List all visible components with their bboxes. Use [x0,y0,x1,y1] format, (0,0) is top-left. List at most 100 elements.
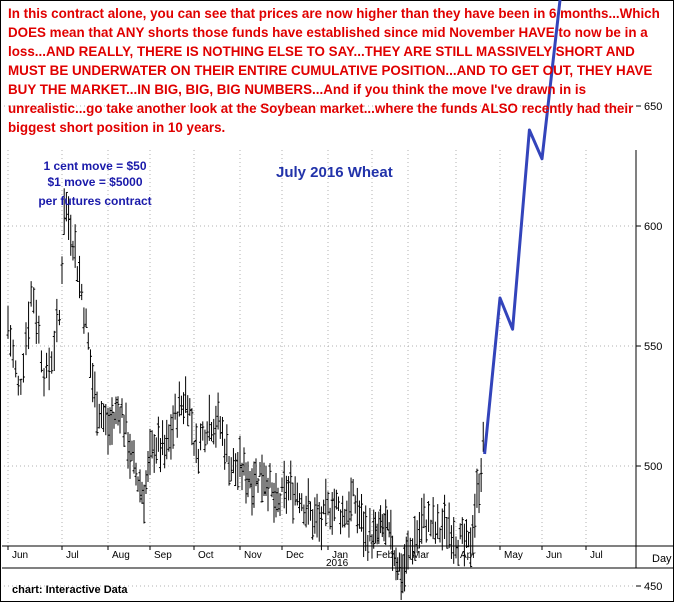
price-bar [417,511,421,549]
price-bar [341,495,345,528]
price-bar [231,448,235,474]
price-bar [258,461,262,477]
price-bar [190,408,194,446]
price-bar [293,476,297,506]
price-bar [116,396,120,426]
price-bar [387,522,391,538]
price-bar [266,477,270,512]
price-bar [302,504,306,525]
price-bar [75,266,79,282]
price-bar [366,534,370,561]
price-bar [146,451,150,482]
price-bar [276,487,280,513]
price-bar [182,392,186,425]
price-bar [349,477,353,522]
price-bar [203,429,207,453]
price-bar [368,507,372,542]
price-bar [234,453,238,487]
price-bar [332,488,336,522]
x-tick-label: Apr [460,550,476,561]
price-bar [163,434,167,469]
price-bar [167,424,171,452]
price-bar [45,352,49,379]
price-bar [140,481,144,504]
price-bar [469,527,473,568]
price-bar [214,405,218,448]
y-tick-label: 550 [644,341,662,353]
price-bar [220,416,224,446]
price-bar [186,395,190,427]
price-bar [458,523,462,540]
price-bar [280,477,284,492]
price-bar [372,509,376,549]
price-bar [351,479,355,497]
x-tick-label: Dec [286,550,304,561]
price-bar [238,435,242,478]
price-bar [142,484,146,524]
price-bar [165,419,169,460]
price-bar [278,493,282,516]
price-bar [223,438,227,470]
price-bar [99,401,103,429]
price-bar [406,530,410,570]
price-bar [287,476,291,501]
price-bar [14,360,18,378]
price-bar [169,414,173,460]
x-tick-label: Jul [66,550,79,561]
price-bar [122,414,126,447]
price-bar [272,482,276,523]
price-bar [415,520,419,553]
price-bar [171,405,175,449]
price-bar [6,305,10,339]
x-tick-labels: Jun Jul Aug Sep Oct Nov Dec Jan Feb Mar Apr May Jun J… [7,546,603,561]
price-bar [86,332,90,350]
price-bar [196,448,200,474]
chart-title: July 2016 Wheat [276,164,393,181]
price-bar [32,287,36,314]
price-bar [256,478,260,493]
price-bar [385,509,389,531]
price-bar [408,537,412,560]
price-bar [73,224,77,268]
price-bar [138,469,142,503]
price-bar [353,495,357,514]
price-bar [88,349,92,378]
price-bar [184,376,188,413]
price-bar [93,371,97,408]
price-bar [308,501,312,521]
price-bar [399,553,403,601]
price-bar [380,514,384,538]
price-bar [284,475,288,514]
price-bar [177,381,181,417]
price-bar [411,538,415,565]
price-bar [207,394,211,441]
price-bar [477,473,481,514]
x-unit-label: Day [652,553,672,565]
price-bar [210,421,214,442]
price-bar [19,378,23,395]
contract-annotation: 1 cent move = $50 $1 move = $5000 per fu… [38,159,151,208]
price-bar [144,470,148,495]
price-bar [355,487,359,534]
price-bar [289,460,293,501]
price-bar [126,432,130,469]
price-bar [436,504,440,539]
price-bar [82,307,86,334]
price-bar [373,511,377,544]
price-bar [427,501,431,532]
price-bar [120,398,124,418]
price-bar [313,497,317,534]
price-bar [339,509,343,535]
price-bar [317,502,321,542]
price-bar [29,281,33,307]
price-bar [244,462,248,504]
price-bar [440,508,444,551]
price-bar [422,493,426,529]
price-bar [347,491,351,538]
price-bar [438,527,442,543]
price-bar [384,499,388,546]
price-bar [156,416,160,452]
x-tick-label: Jan [332,550,348,561]
price-bar [364,505,368,552]
